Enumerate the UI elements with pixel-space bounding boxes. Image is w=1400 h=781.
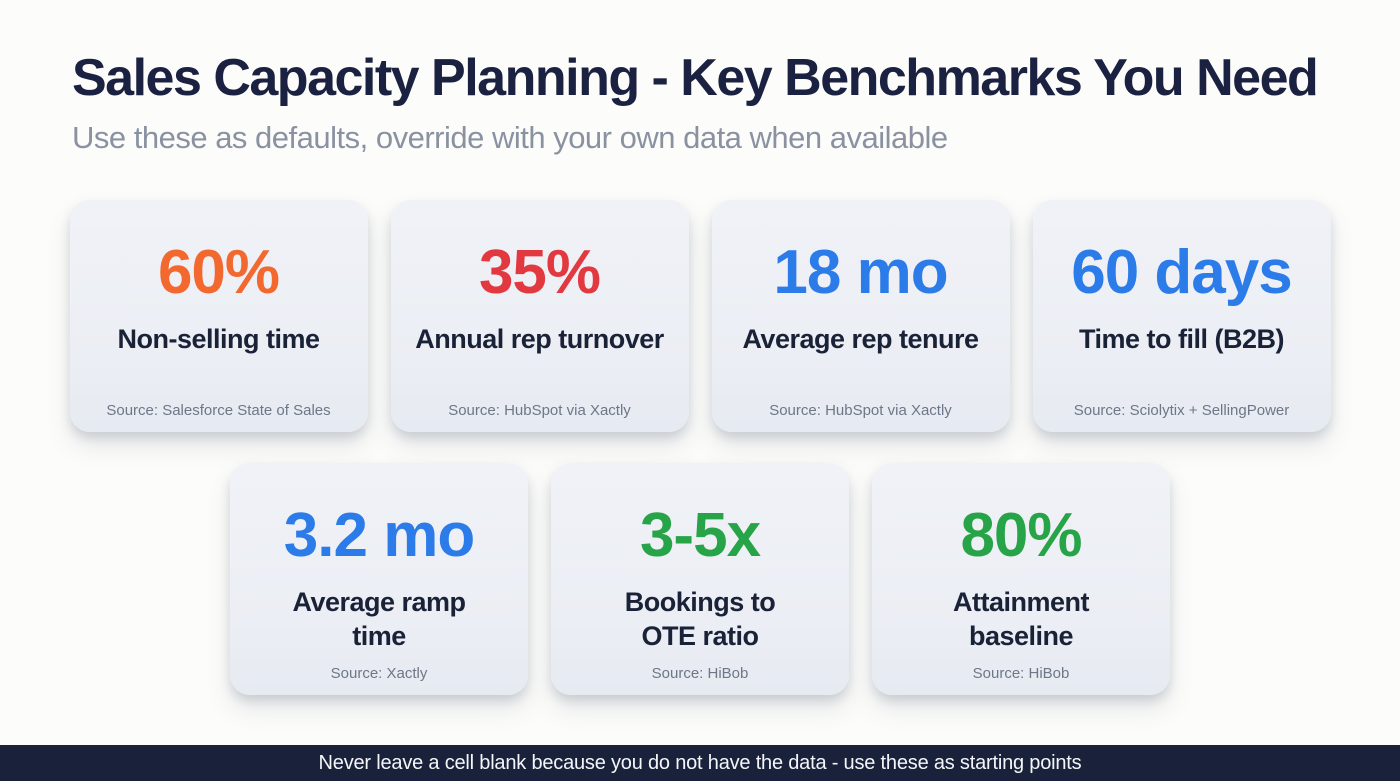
benchmark-value: 80% xyxy=(960,501,1082,571)
benchmark-value: 18 mo xyxy=(773,238,948,308)
benchmark-source: Source: Xactly xyxy=(330,665,428,683)
benchmark-card-non-selling-time: 60% Non-selling time Source: Salesforce … xyxy=(69,200,368,433)
benchmark-card-average-ramp-time: 3.2 mo Average ramp time Source: Xactly xyxy=(230,463,528,696)
page-title: Sales Capacity Planning - Key Benchmarks… xyxy=(72,49,1319,107)
slide-header: Sales Capacity Planning - Key Benchmarks… xyxy=(0,0,1400,156)
benchmark-source: Source: Salesforce State of Sales xyxy=(106,402,331,420)
benchmark-card-average-rep-tenure: 18 mo Average rep tenure Source: HubSpot… xyxy=(711,200,1010,433)
benchmark-label: Time to fill (B2B) xyxy=(1078,324,1285,355)
benchmark-label: Annual rep turnover xyxy=(415,324,664,355)
benchmark-card-bookings-to-ote-ratio: 3-5x Bookings to OTE ratio Source: HiBob xyxy=(551,463,849,696)
benchmark-label: Attainment baseline xyxy=(953,587,1090,652)
benchmark-value: 3.2 mo xyxy=(283,501,475,571)
benchmark-source: Source: HiBob xyxy=(651,665,749,683)
footer-note-text: Never leave a cell blank because you do … xyxy=(318,751,1082,774)
benchmark-value: 60% xyxy=(157,238,280,308)
benchmark-source: Source: HubSpot via Xactly xyxy=(448,402,631,420)
benchmark-label: Average rep tenure xyxy=(742,324,979,355)
benchmark-label: Average ramp time xyxy=(292,587,466,652)
benchmark-card-time-to-fill: 60 days Time to fill (B2B) Source: Sciol… xyxy=(1032,200,1331,433)
benchmark-cards-row-2: 3.2 mo Average ramp time Source: Xactly … xyxy=(0,463,1400,696)
benchmark-value: 35% xyxy=(478,238,601,308)
benchmark-value: 60 days xyxy=(1071,238,1293,308)
benchmark-source: Source: HiBob xyxy=(972,665,1070,683)
benchmark-value: 3-5x xyxy=(639,501,761,571)
benchmark-label: Bookings to OTE ratio xyxy=(624,587,776,652)
benchmark-cards-row-1: 60% Non-selling time Source: Salesforce … xyxy=(0,200,1400,433)
footer-note-bar: Never leave a cell blank because you do … xyxy=(0,745,1400,781)
benchmark-label: Non-selling time xyxy=(117,324,320,355)
benchmark-source: Source: HubSpot via Xactly xyxy=(769,402,952,420)
benchmark-card-annual-rep-turnover: 35% Annual rep turnover Source: HubSpot … xyxy=(390,200,689,433)
page-subtitle: Use these as defaults, override with you… xyxy=(72,120,948,156)
benchmark-card-attainment-baseline: 80% Attainment baseline Source: HiBob xyxy=(872,463,1170,696)
benchmark-source: Source: Sciolytix + SellingPower xyxy=(1073,402,1290,420)
